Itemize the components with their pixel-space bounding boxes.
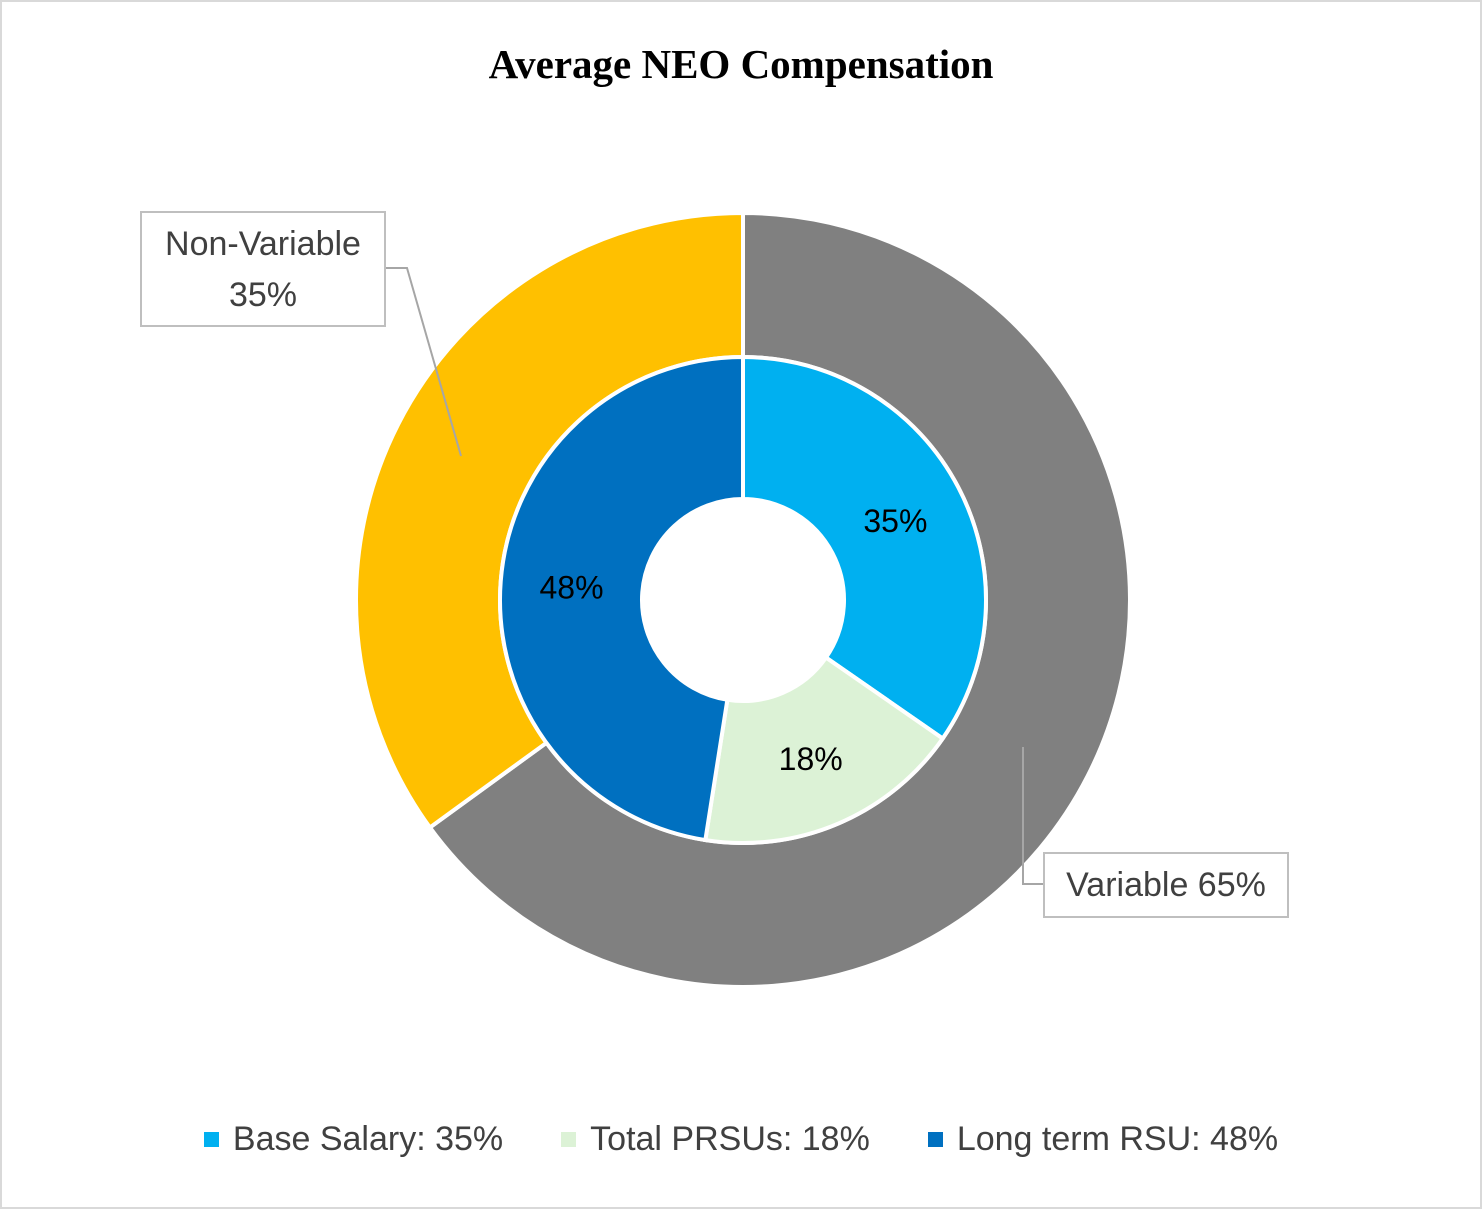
legend-swatch-total-prsus [561,1132,577,1147]
callout-variable-text: Variable 65% [1066,866,1266,904]
callout-variable: Variable 65% [1043,852,1289,918]
callout-non-variable-value: 35% [228,276,298,314]
leader-line-non-variable [386,267,462,457]
legend-label-long-term-rsu: Long term RSU: 48% [956,1120,1279,1158]
callout-non-variable: Non-Variable 35% [140,211,386,327]
inner-slice-base-salary [741,354,988,742]
inner-label-total-prsus: 18% [779,741,843,777]
chart-title: Average NEO Compensation [488,41,994,87]
legend-swatch-long-term-rsu [927,1132,943,1147]
legend: Base Salary: 35% Total PRSUs: 18% Long t… [2,1120,1480,1159]
legend-label-base-salary: Base Salary: 35% [232,1120,504,1158]
inner-slice-long-term-rsu [498,354,745,843]
inner-slice-total-prsus [703,654,946,845]
legend-item-long-term-rsu: Long term RSU: 48% [927,1120,1279,1159]
legend-swatch-base-salary [203,1132,219,1147]
inner-label-base-salary: 35% [863,503,927,539]
inner-label-long-term-rsu: 48% [539,570,603,606]
legend-item-base-salary: Base Salary: 35% [203,1120,504,1159]
leader-line-variable [1022,747,1043,885]
legend-item-total-prsus: Total PRSUs: 18% [561,1120,870,1159]
callout-non-variable-label: Non-Variable [165,225,361,263]
legend-label-total-prsus: Total PRSUs: 18% [590,1120,870,1158]
